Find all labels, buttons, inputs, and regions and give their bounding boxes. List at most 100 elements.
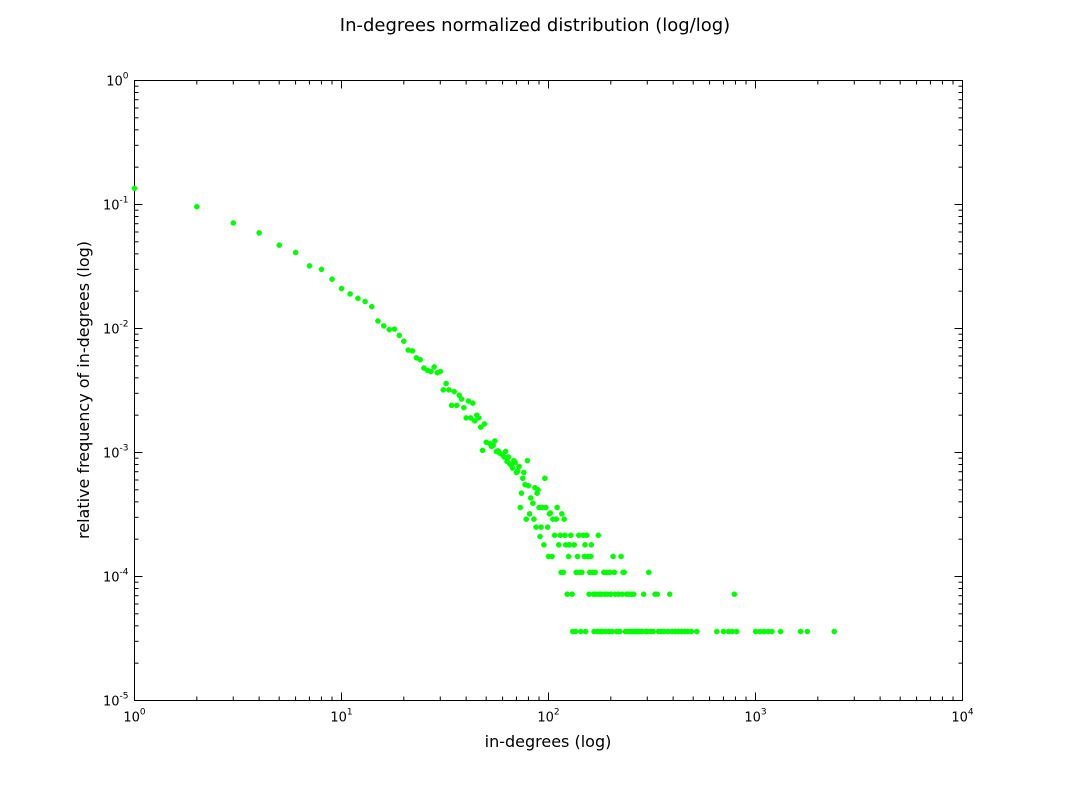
data-point (538, 524, 544, 530)
data-point (417, 356, 424, 363)
data-point (535, 487, 541, 493)
data-point (518, 490, 525, 496)
data-point (451, 388, 457, 395)
y-tick-label: 10-3 (103, 444, 129, 462)
data-point (524, 457, 531, 464)
data-point (437, 368, 444, 375)
data-point (380, 323, 387, 329)
data-point (292, 249, 299, 256)
data-point (276, 242, 282, 248)
data-point (592, 569, 598, 576)
x-tick-label: 104 (951, 708, 974, 726)
data-point (502, 448, 509, 455)
data-point (731, 591, 738, 597)
data-point (479, 447, 486, 454)
plot-frame (134, 80, 963, 701)
data-point (481, 421, 488, 427)
data-point (375, 318, 381, 324)
data-point (554, 504, 560, 511)
data-point (630, 591, 637, 597)
data-point (569, 591, 575, 597)
data-point (525, 482, 532, 489)
data-point (693, 628, 700, 635)
data-point (491, 438, 498, 444)
data-point (523, 516, 529, 522)
x-tick-label: 101 (330, 708, 352, 726)
data-point (453, 402, 460, 409)
data-point (559, 511, 565, 517)
data-point (616, 628, 623, 635)
data-point (519, 475, 526, 482)
data-point (553, 516, 560, 522)
data-point (565, 553, 572, 560)
data-point (521, 469, 527, 476)
data-point (564, 591, 570, 597)
data-point (475, 415, 482, 421)
data-point (544, 524, 551, 530)
data-point (401, 338, 407, 344)
data-point (777, 628, 784, 635)
data-point (551, 532, 558, 539)
data-point (582, 542, 588, 548)
data-point (804, 628, 811, 635)
data-point (530, 500, 536, 507)
data-point (467, 415, 474, 421)
data-point (587, 553, 594, 560)
data-point (582, 628, 589, 635)
data-point (131, 185, 138, 192)
data-point (471, 418, 478, 424)
data-point (362, 298, 368, 305)
x-tick-label: 100 (123, 708, 146, 726)
y-tick-label: 100 (106, 72, 129, 90)
data-point (720, 628, 727, 635)
data-point (338, 285, 345, 292)
x-tick-label: 102 (537, 708, 559, 726)
data-point (440, 387, 447, 393)
data-point (562, 532, 568, 539)
data-point (446, 387, 452, 393)
data-point (560, 569, 567, 576)
data-point (391, 326, 398, 332)
data-point (797, 628, 804, 635)
data-point (537, 533, 543, 540)
data-point (448, 402, 455, 409)
data-point (610, 553, 616, 560)
data-point (713, 628, 720, 635)
y-tick-labels: 10-5 10-4 10-3 10-2 10-1 100 (103, 72, 129, 710)
data-point (574, 553, 581, 560)
x-axis-label: in-degrees (log) (485, 732, 612, 751)
data-point (458, 396, 465, 402)
data-point (654, 591, 660, 597)
data-point (431, 364, 437, 370)
data-point (618, 553, 624, 560)
data-point (505, 454, 512, 460)
data-point (318, 266, 325, 273)
data-point (769, 628, 775, 635)
y-tick-label: 10-1 (103, 196, 129, 214)
data-point (329, 276, 335, 282)
data-point (549, 553, 555, 560)
data-point (347, 291, 353, 297)
data-point (571, 542, 577, 548)
data-point (368, 303, 375, 310)
data-point (469, 400, 476, 406)
data-point (733, 628, 740, 635)
data-point (526, 511, 533, 517)
data-point (650, 628, 656, 635)
data-point (396, 332, 403, 339)
data-point (477, 424, 484, 430)
data-point (409, 348, 416, 354)
data-point (595, 532, 602, 539)
data-point (194, 203, 200, 210)
y-tick-label: 10-2 (103, 320, 129, 338)
data-point (666, 591, 673, 597)
data-point (461, 404, 467, 411)
data-point (427, 368, 434, 375)
data-point (567, 532, 574, 539)
data-point (688, 628, 695, 635)
data-point (355, 295, 361, 302)
data-point (579, 569, 585, 576)
data-point (386, 326, 393, 333)
y-tick-label: 10-5 (103, 692, 129, 710)
data-point (306, 263, 313, 269)
